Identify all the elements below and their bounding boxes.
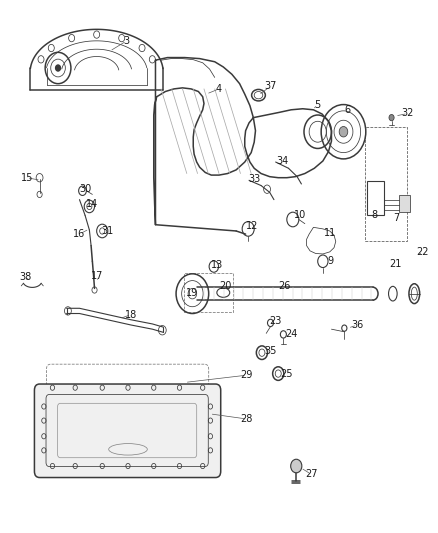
Bar xyxy=(399,195,410,212)
Text: 33: 33 xyxy=(248,174,260,184)
Text: 35: 35 xyxy=(264,346,277,356)
Text: 7: 7 xyxy=(393,213,399,223)
Text: 23: 23 xyxy=(269,317,282,326)
Text: 17: 17 xyxy=(91,271,103,281)
Text: 9: 9 xyxy=(328,256,334,266)
Circle shape xyxy=(291,459,302,473)
Text: 27: 27 xyxy=(305,470,318,479)
Circle shape xyxy=(56,65,60,71)
Circle shape xyxy=(339,126,348,137)
Text: 34: 34 xyxy=(276,156,289,166)
Text: 8: 8 xyxy=(371,211,378,220)
Text: 36: 36 xyxy=(351,320,364,330)
Text: 20: 20 xyxy=(219,281,232,292)
Bar xyxy=(184,273,233,312)
Text: 21: 21 xyxy=(390,259,402,269)
Text: 25: 25 xyxy=(281,369,293,378)
Text: 16: 16 xyxy=(74,229,85,239)
Circle shape xyxy=(389,115,394,121)
Text: 15: 15 xyxy=(21,173,33,183)
Text: 22: 22 xyxy=(417,247,429,257)
Text: 37: 37 xyxy=(264,82,277,91)
Text: 11: 11 xyxy=(324,228,336,238)
Text: 29: 29 xyxy=(241,370,253,380)
Text: 26: 26 xyxy=(278,281,290,292)
Text: 4: 4 xyxy=(216,84,222,94)
Text: 31: 31 xyxy=(101,226,113,236)
Text: 5: 5 xyxy=(314,100,321,110)
Text: 13: 13 xyxy=(211,261,223,270)
Text: 30: 30 xyxy=(80,184,92,194)
Bar xyxy=(367,181,384,215)
Text: 19: 19 xyxy=(186,288,198,297)
Text: 3: 3 xyxy=(124,36,130,46)
Text: 32: 32 xyxy=(402,108,414,118)
Text: 24: 24 xyxy=(285,329,297,340)
Text: 12: 12 xyxy=(246,221,259,231)
Text: 14: 14 xyxy=(86,199,99,209)
Text: 38: 38 xyxy=(19,272,31,282)
FancyBboxPatch shape xyxy=(35,384,221,478)
Text: 6: 6 xyxy=(345,105,351,115)
Text: 28: 28 xyxy=(241,414,253,424)
Text: 10: 10 xyxy=(293,211,306,220)
Text: 18: 18 xyxy=(125,310,137,320)
